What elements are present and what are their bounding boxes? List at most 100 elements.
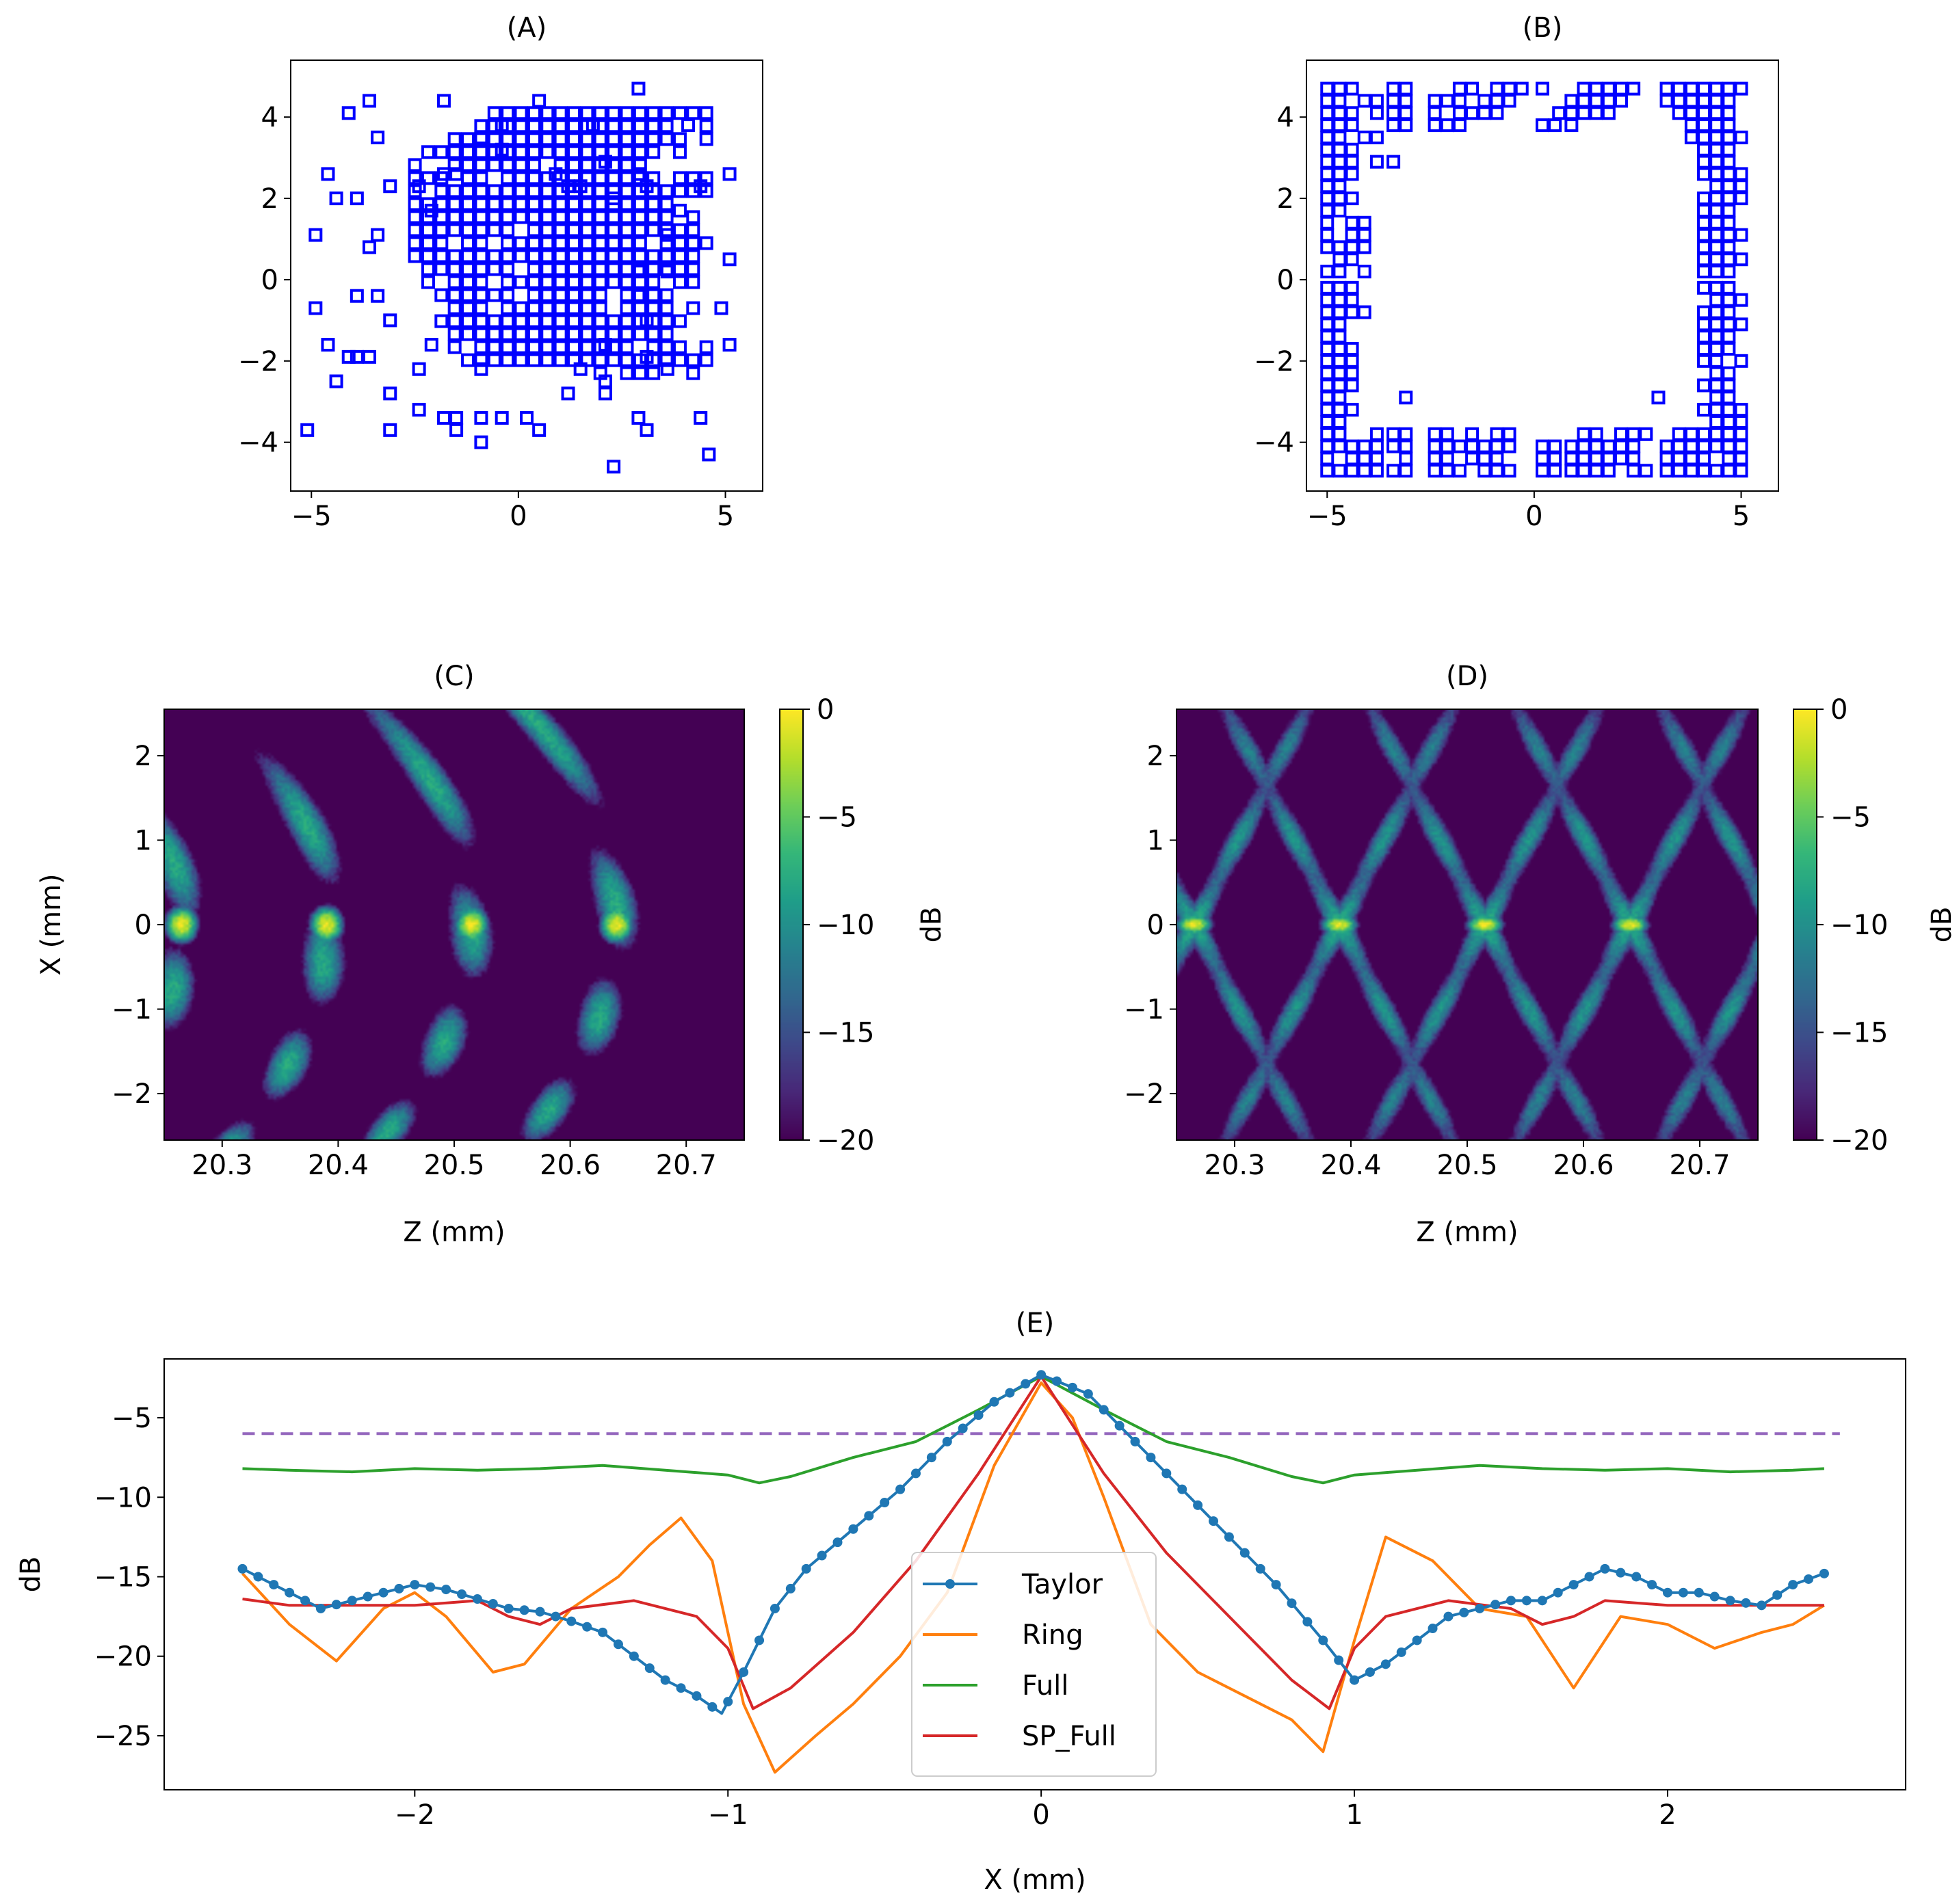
array-element: [540, 262, 555, 276]
array-element: [646, 262, 661, 276]
array-element: [633, 132, 647, 146]
array-element: [1697, 403, 1711, 417]
data-point-taylor: [1350, 1675, 1360, 1685]
array-element: [567, 262, 581, 276]
data-point-taylor: [347, 1596, 357, 1606]
array-element: [699, 340, 713, 354]
data-point-taylor: [1662, 1587, 1672, 1598]
array-element: [593, 171, 607, 185]
ticks-e: −2 −1 0 1 2−5−10−15−20−25: [94, 1403, 1677, 1831]
array-element: [501, 119, 515, 133]
array-element: [646, 223, 661, 237]
array-element: [593, 327, 607, 341]
array-element: [532, 423, 547, 437]
array-element: [1332, 439, 1347, 453]
axis-e-xtick-label: 0: [1032, 1799, 1049, 1831]
data-point-taylor: [1788, 1580, 1798, 1590]
array-element: [1536, 118, 1549, 133]
array-element: [702, 447, 716, 462]
array-element: [300, 423, 315, 437]
axis-a-ytick-label: −2: [238, 346, 278, 378]
array-element: [1357, 94, 1371, 108]
series-line-ring: [241, 1381, 1825, 1774]
array-element: [474, 158, 488, 172]
array-element: [501, 171, 515, 185]
array-element: [447, 262, 462, 276]
array-element: [567, 236, 581, 250]
array-element: [1697, 464, 1711, 478]
array-element: [436, 94, 451, 108]
data-point-taylor: [1678, 1587, 1688, 1598]
array-element: [1332, 265, 1347, 279]
array-element: [1734, 293, 1748, 307]
array-element: [646, 314, 661, 328]
array-element: [447, 132, 462, 146]
array-element: [408, 158, 422, 172]
array-element: [1428, 118, 1442, 133]
array-element: [633, 249, 647, 263]
data-point-taylor: [848, 1524, 858, 1534]
data-point-taylor: [785, 1583, 796, 1594]
array-element: [1639, 427, 1653, 441]
array-element: [722, 338, 737, 352]
array-element: [672, 340, 687, 354]
array-element: [633, 275, 647, 289]
array-element: [424, 338, 438, 352]
array-element: [421, 171, 435, 185]
data-point-taylor: [582, 1622, 592, 1632]
array-element: [580, 249, 594, 263]
array-element: [620, 236, 634, 250]
array-element: [1601, 106, 1616, 120]
axis-d-ytick-label: −2: [1124, 1079, 1164, 1110]
legend-label-sp-full: SP_Full: [1022, 1721, 1116, 1752]
array-element: [640, 423, 654, 437]
array-element: [501, 314, 515, 328]
array-element: [580, 197, 594, 211]
data-point-taylor: [1584, 1572, 1594, 1582]
axis-d-xtick-label: 20.3: [1204, 1150, 1265, 1181]
legend-marker-taylor: [945, 1579, 955, 1589]
array-element: [1332, 464, 1347, 478]
array-element: [383, 179, 397, 194]
array-element: [421, 197, 435, 211]
array-element: [1697, 265, 1711, 279]
array-element: [633, 327, 647, 341]
data-point-taylor: [1146, 1453, 1156, 1463]
array-element: [1734, 252, 1748, 267]
data-point-taylor: [1428, 1624, 1438, 1634]
array-element: [553, 275, 568, 289]
array-element: [1502, 439, 1516, 453]
data-point-taylor: [1506, 1596, 1516, 1606]
array-element: [553, 158, 568, 172]
data-point-taylor: [1537, 1596, 1547, 1606]
axes-border-b: [1306, 60, 1779, 492]
array-element: [474, 145, 488, 159]
colorbar-tick-label: −5: [817, 802, 857, 834]
array-element: [593, 132, 607, 146]
array-element: [1672, 106, 1686, 120]
array-element: [1734, 317, 1748, 332]
array-element: [646, 106, 661, 120]
array-element: [487, 197, 501, 211]
array-element: [540, 353, 555, 367]
data-point-taylor: [864, 1511, 874, 1521]
array-element: [672, 353, 687, 367]
data-point-taylor: [1553, 1587, 1563, 1598]
array-element: [1672, 464, 1686, 478]
data-point-taylor: [1709, 1591, 1720, 1602]
array-element: [474, 210, 488, 224]
data-point-taylor: [237, 1563, 248, 1574]
legend-label-taylor: Taylor: [1021, 1569, 1103, 1600]
data-point-taylor: [973, 1410, 984, 1420]
data-point-taylor: [1302, 1617, 1313, 1627]
colorbar-c: [780, 709, 803, 1140]
array-element: [714, 301, 728, 315]
legend: Taylor Ring Full SP_Full: [911, 1552, 1157, 1777]
data-point-taylor: [1600, 1563, 1610, 1574]
array-element: [620, 119, 634, 133]
axis-d-xtick-label: 20.4: [1320, 1150, 1381, 1181]
axis-d-ytick-label: 1: [1147, 825, 1164, 856]
array-element: [527, 249, 541, 263]
